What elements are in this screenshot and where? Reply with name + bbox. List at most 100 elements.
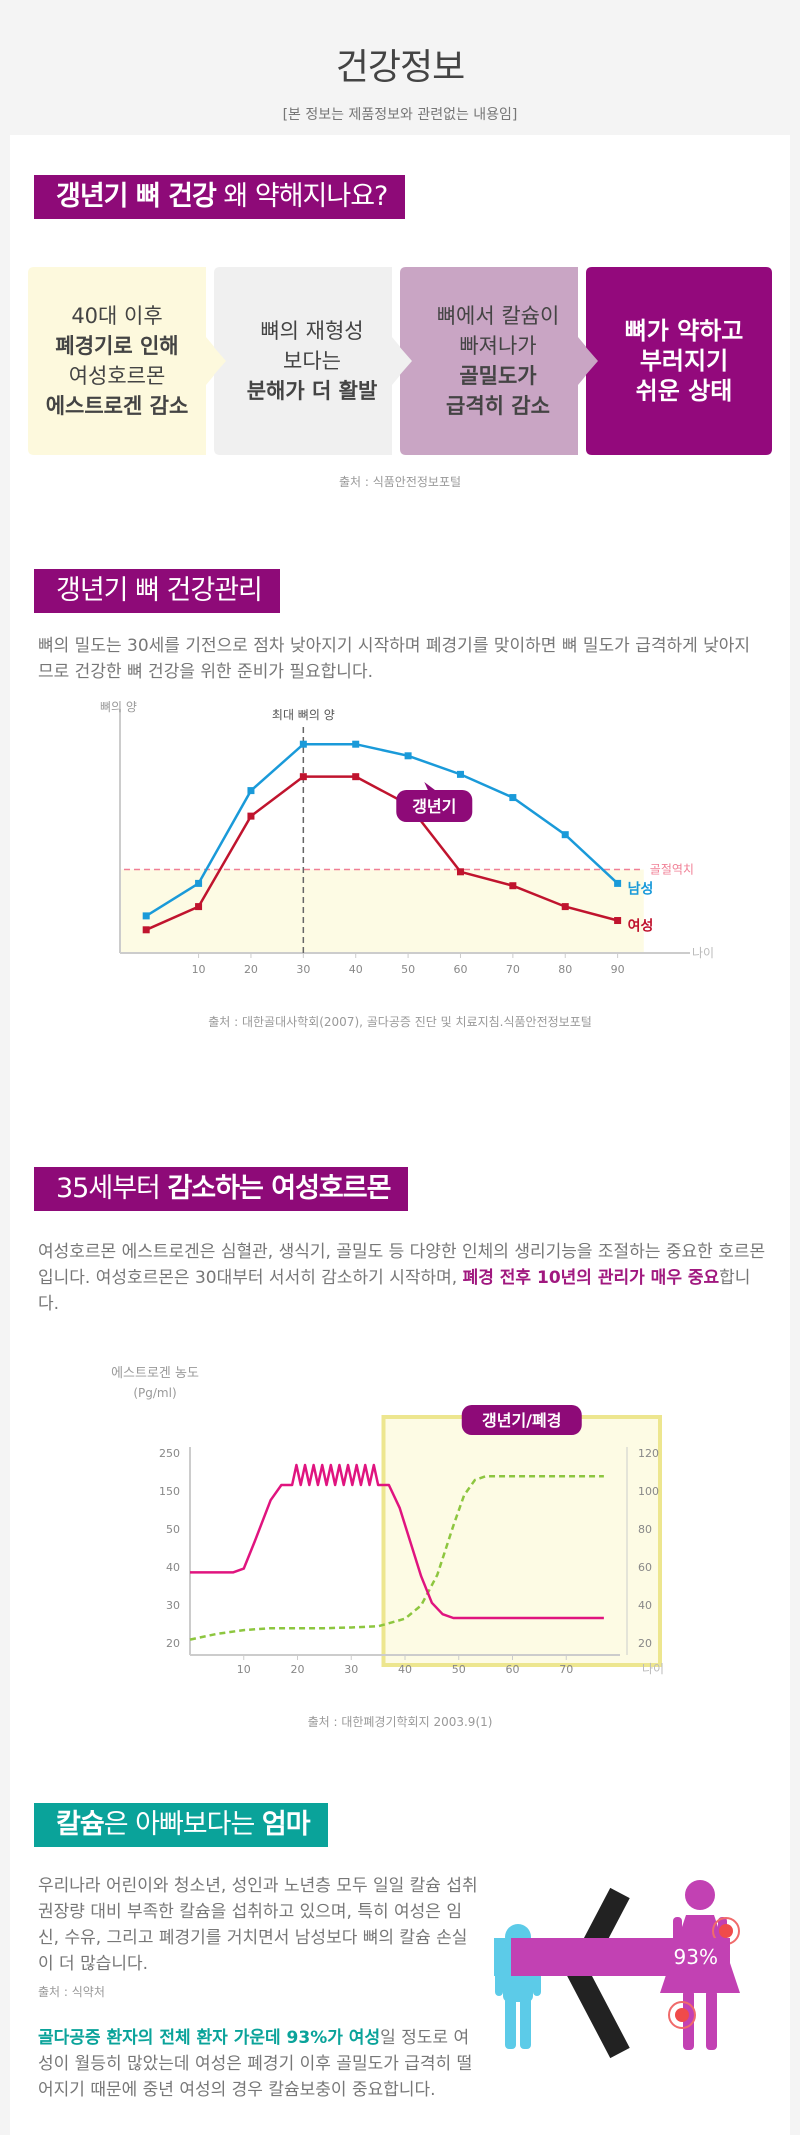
step-1-box — [28, 267, 226, 455]
step-2-box — [214, 267, 412, 455]
data-point-male — [247, 787, 255, 795]
step-3-arrow — [577, 337, 598, 385]
y-tick-label-left: 30 — [166, 1599, 180, 1612]
page-title: 건강정보 — [335, 47, 465, 88]
data-point-male — [404, 752, 412, 760]
series-label-female: 여성 — [628, 918, 654, 935]
x-axis-label: 나이 — [692, 946, 714, 960]
x-tick-label: 20 — [291, 1663, 305, 1676]
pain-point-knee-icon — [668, 2001, 696, 2029]
data-point-male — [352, 740, 360, 748]
male-portion — [494, 1938, 511, 1976]
step-4-text: 뼈가 약하고 부러지기 쉬운 상태 — [600, 267, 768, 455]
below-threshold-shading — [120, 869, 644, 953]
y-tick-label-left: 250 — [159, 1447, 180, 1460]
data-point-male — [509, 794, 517, 802]
section4-para2-rest: 일 정도로 여성이 월등히 많았는데 여성은 폐경기 이후 골밀도가 급격히 떨… — [38, 2028, 473, 2100]
x-tick-label: 40 — [398, 1663, 412, 1676]
step-3-line: 뼈에서 칼슘이 — [436, 304, 560, 328]
menopause-region-badge — [461, 1405, 582, 1435]
step-1-arrow — [205, 337, 226, 385]
x-tick-label: 10 — [237, 1663, 251, 1676]
x-tick-label: 90 — [611, 963, 625, 976]
x-tick-label: 80 — [558, 963, 572, 976]
section4-title-light: 은 아빠보다는 — [103, 1809, 262, 1840]
disclaimer-notice: [본 정보는 제품정보와 관련없는 내용임] — [282, 107, 518, 123]
section1-title-bold: 갱년기 뼈 건강 — [56, 181, 217, 212]
data-point-male — [195, 879, 203, 887]
x-tick-label: 30 — [296, 963, 310, 976]
series-line-male — [145, 742, 619, 917]
step-1-text: 40대 이후 폐경기로 인해 여성호르몬 에스트로겐 감소 — [28, 267, 206, 455]
step-4-line: 부러지기 — [639, 347, 729, 375]
step-4-line: 뼈가 약하고 — [624, 317, 744, 345]
section4-title: 칼슘은 아빠보다는 엄마 — [34, 1803, 328, 1847]
section4-paragraph1: 우리나라 어린이와 청소년, 성인과 노년층 모두 일일 칼슘 섭취 권장량 대… — [38, 1876, 478, 1974]
step-1-line: 폐경기로 인해 — [55, 334, 179, 358]
menopause-region-label: 갱년기/폐경 — [482, 1411, 561, 1430]
x-tick-label: 70 — [559, 1663, 573, 1676]
y-axis-label: 에스트로겐 농도 — [111, 1366, 199, 1381]
data-point-female — [509, 882, 517, 890]
section4-paragraph2: 골다공증 환자의 전체 환자 가운데 93%가 여성일 정도로 여성이 월등히 … — [38, 2025, 478, 2103]
y-axis-label: 뼈의 양 — [100, 701, 137, 714]
x-tick-label: 40 — [349, 963, 363, 976]
data-point-female — [561, 903, 569, 911]
step-4-line: 쉬운 상태 — [635, 377, 733, 405]
data-point-female — [456, 868, 464, 876]
section2-description: 뼈의 밀도는 30세를 기전으로 점차 낮아지기 시작하며 폐경기를 맞이하면 … — [38, 636, 751, 682]
data-point-female — [352, 773, 360, 781]
data-point-male — [561, 831, 569, 839]
bone-weakening-steps: 40대 이후 폐경기로 인해 여성호르몬 에스트로겐 감소 뼈의 재형성 보다는 분해가 더… — [28, 267, 772, 457]
section2-source: 출처 : 대한골대사학회(2007), 골다공증 진단 및 치료지침.식품안전정… — [208, 1015, 592, 1029]
y-tick-label-right: 60 — [638, 1561, 652, 1574]
y-tick-label-right: 120 — [638, 1447, 659, 1460]
section4-title-bold1: 칼슘 — [56, 1809, 105, 1840]
step-3-box — [400, 267, 598, 455]
content-panel: 갱년기 뼈 건강 왜 약해지나요? 40대 이후 폐경기로 인해 여성호르몬 에스트로… — [10, 135, 790, 2135]
data-point-female — [142, 926, 150, 934]
data-point-female — [195, 903, 203, 911]
percentage-label: 93% — [673, 1945, 718, 1969]
y-tick-label-right: 40 — [638, 1599, 652, 1612]
y-tick-label-right: 20 — [638, 1637, 652, 1650]
x-tick-label: 60 — [506, 1663, 520, 1676]
step-2-text: 뼈의 재형성 보다는 분해가 더 활발 — [228, 267, 396, 455]
data-point-male — [142, 912, 150, 920]
menopause-callout-bubble — [396, 790, 473, 822]
step-1-line: 에스트로겐 감소 — [45, 394, 189, 418]
y-tick-label-left: 20 — [166, 1637, 180, 1650]
data-point-female — [614, 917, 622, 925]
section3-title: 35세부터 감소하는 여성호르몬 — [34, 1167, 409, 1211]
data-point-male — [456, 770, 464, 778]
steps-background — [28, 267, 772, 455]
section2-title: 갱년기 뼈 건강관리 — [34, 569, 280, 613]
section3-title-bold: 감소하는 여성호르몬 — [167, 1173, 391, 1204]
y-tick-label-left: 40 — [166, 1561, 180, 1574]
x-tick-label: 10 — [192, 963, 206, 976]
header: 건강정보 [본 정보는 제품정보와 관련없는 내용임] — [0, 0, 800, 135]
x-tick-label: 20 — [244, 963, 258, 976]
step-2-arrow — [391, 337, 412, 385]
x-tick-label: 50 — [401, 963, 415, 976]
x-tick-label: 70 — [506, 963, 520, 976]
section3-source: 출처 : 대한폐경기학회지 2003.9(1) — [307, 1715, 493, 1729]
step-4-box — [586, 267, 772, 455]
x-tick-label: 30 — [344, 1663, 358, 1676]
data-point-male — [299, 740, 307, 748]
step-2-line: 분해가 더 활발 — [246, 379, 378, 403]
section4-para2-highlight: 골다공증 환자의 전체 환자 가운데 93%가 여성 — [38, 2028, 381, 2048]
section1-title: 갱년기 뼈 건강 왜 약해지나요? — [34, 175, 406, 219]
section3-desc-highlight: 폐경 전후 10년의 관리가 매우 중요 — [462, 1268, 720, 1288]
y-tick-label-right: 100 — [638, 1485, 659, 1498]
x-tick-label: 60 — [453, 963, 467, 976]
y-tick-label-right: 80 — [638, 1523, 652, 1536]
section4-title-bold2: 엄마 — [261, 1809, 311, 1840]
peak-bone-mass-label: 최대 뼈의 양 — [272, 708, 335, 722]
series-line-fsh — [189, 1474, 604, 1641]
y-axis-unit-label: (Pg/ml) — [133, 1386, 176, 1400]
y-tick-label-left: 50 — [166, 1523, 180, 1536]
data-point-female — [299, 773, 307, 781]
section3-desc-plain: 여성호르몬 에스트로겐은 심혈관, 생식기, 골밀도 등 다양한 인체의 생리기… — [38, 1242, 766, 1288]
section3-desc-end: 합니다. — [38, 1268, 751, 1314]
